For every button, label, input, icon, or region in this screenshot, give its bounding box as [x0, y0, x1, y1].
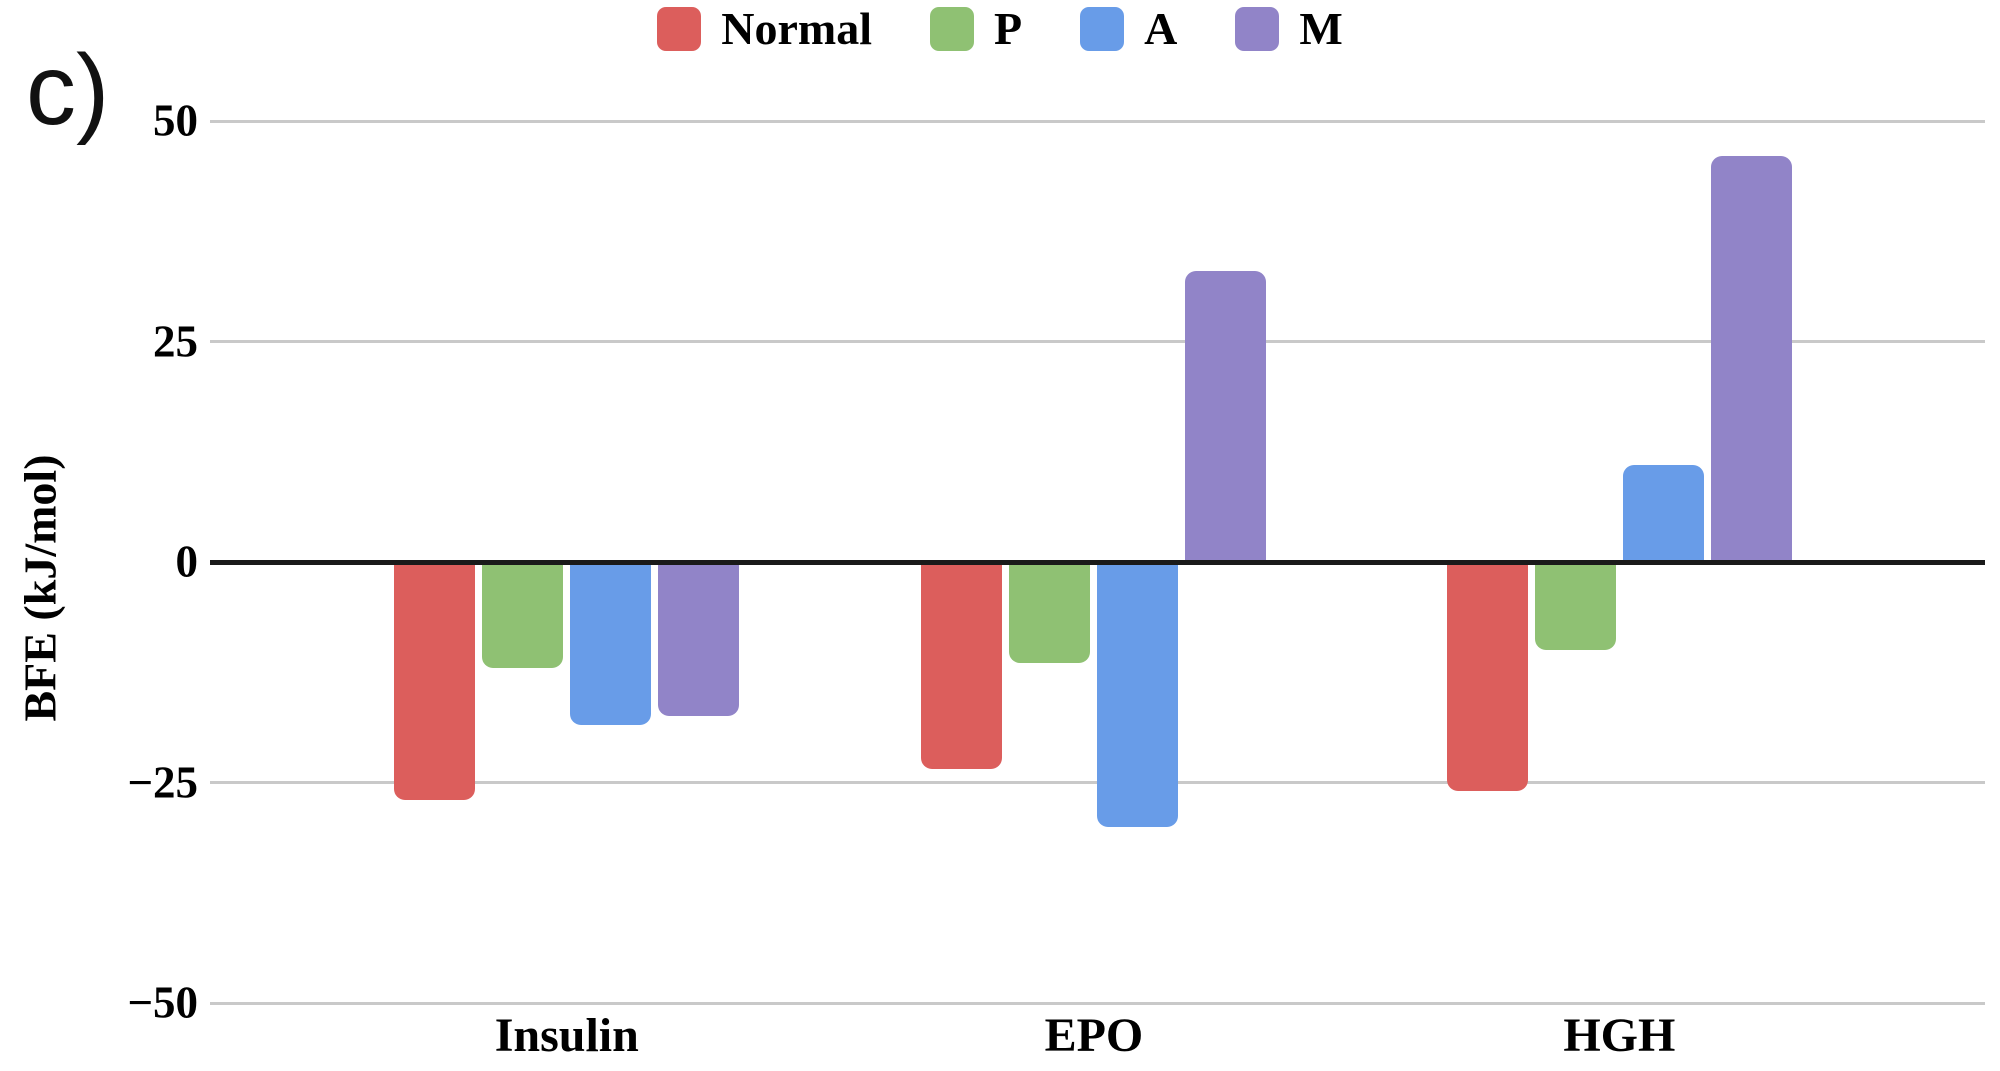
legend-item-m: M: [1235, 3, 1343, 54]
bar-epo-m: [1185, 270, 1267, 562]
gridline: [210, 340, 1985, 343]
bar-hgh-p: [1534, 562, 1616, 651]
bar-epo-normal: [921, 562, 1003, 770]
gridline: [210, 119, 1985, 123]
y-tick-label: −25: [127, 757, 198, 807]
panel-label: c): [26, 34, 110, 146]
bar-epo-p: [1009, 562, 1091, 664]
x-category-label: EPO: [1044, 1009, 1144, 1062]
legend-swatch-icon: [1080, 7, 1125, 51]
y-tick-label: 0: [175, 536, 199, 587]
x-category-label: HGH: [1563, 1009, 1676, 1062]
bar-insulin-normal: [394, 562, 476, 801]
y-tick-label: −50: [127, 977, 198, 1028]
legend-swatch-icon: [657, 7, 702, 51]
y-tick-label: 25: [153, 316, 198, 366]
y-tick-label: 50: [153, 95, 198, 146]
y-axis-title: BFE (kJ/mol): [14, 454, 66, 722]
legend-label: P: [993, 3, 1023, 54]
legend-label: M: [1299, 3, 1343, 54]
bar-hgh-normal: [1446, 562, 1528, 792]
legend-swatch-icon: [929, 7, 974, 51]
legend-item-p: P: [929, 3, 1023, 54]
gridline: [210, 1001, 1985, 1005]
bar-insulin-m: [658, 562, 740, 717]
bar-hgh-m: [1710, 156, 1792, 562]
plot-area: [210, 119, 1985, 1005]
legend-label: A: [1144, 3, 1178, 54]
x-category-label: Insulin: [494, 1009, 639, 1062]
legend-label: Normal: [721, 3, 872, 54]
legend-item-a: A: [1080, 6, 1177, 52]
legend-swatch-icon: [1235, 7, 1280, 51]
bar-insulin-a: [570, 562, 652, 726]
legend-item-normal: Normal: [657, 6, 872, 52]
bar-insulin-p: [482, 562, 564, 668]
bar-epo-a: [1097, 562, 1179, 827]
legend: Normal P A M: [0, 6, 2000, 52]
bar-hgh-a: [1622, 464, 1704, 562]
zero-axis-line: [210, 559, 1985, 565]
